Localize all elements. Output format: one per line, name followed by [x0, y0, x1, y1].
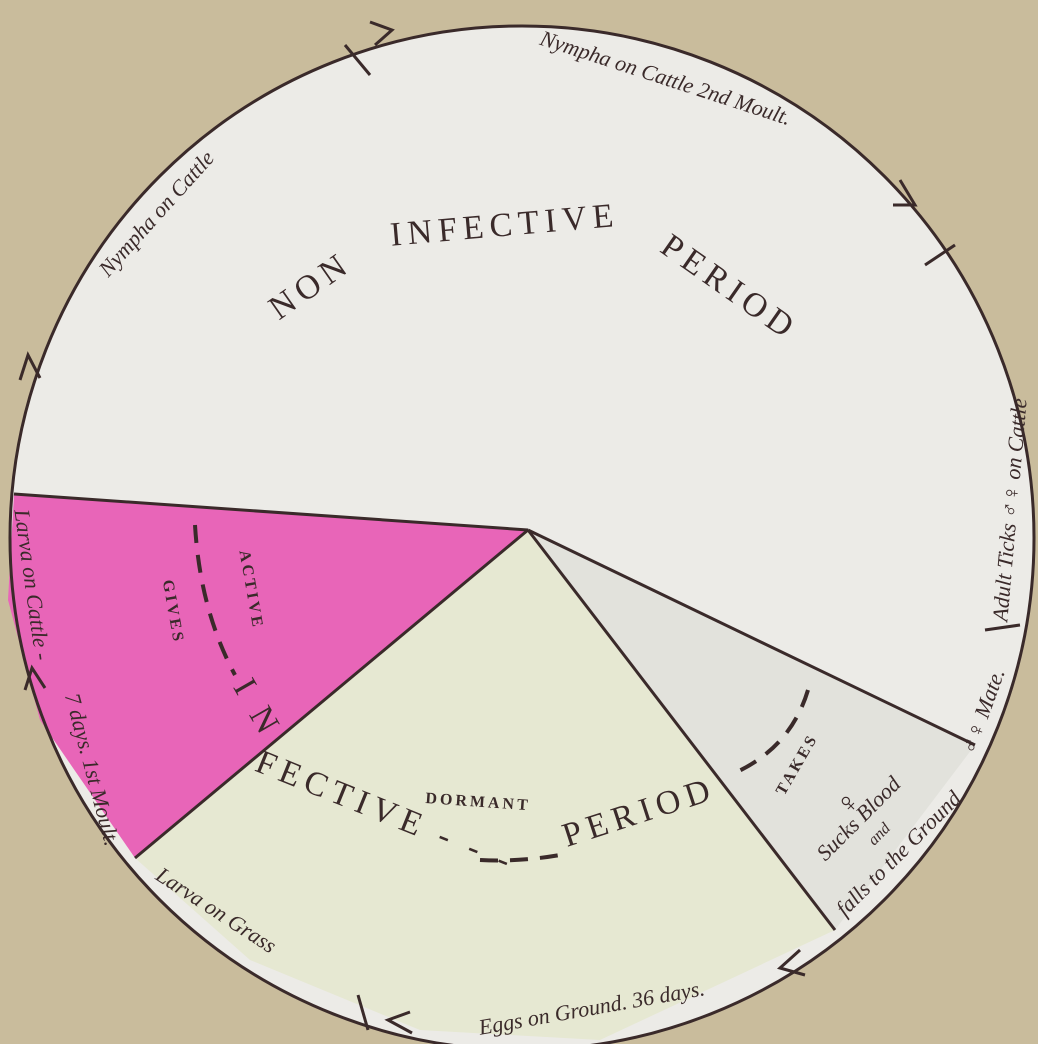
dormant-sector: [135, 530, 835, 1040]
cycle-ring: [8, 24, 1036, 1044]
takes-sector: [528, 530, 975, 930]
dash-arcs: [193, 524, 810, 863]
sector-lines: [13, 20, 1021, 1035]
active-sector: [8, 494, 528, 858]
